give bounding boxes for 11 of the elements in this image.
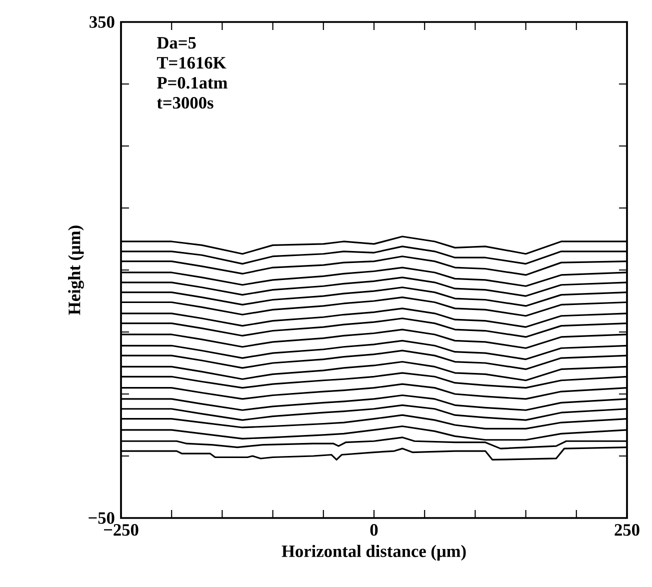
annotation: P=0.1atm [156,76,228,89]
annotation: Da=5 [157,37,196,49]
x-tick-label: −250 [104,524,138,536]
x-tick-label: 250 [614,524,640,536]
annotation: t=3000s [156,96,214,109]
y-tick-label: −50 [88,512,114,524]
x-axis-title: Horizontal distance (μm) [282,544,466,561]
annotation: T=1616K [156,57,226,69]
y-axis-title: Height (μm) [68,226,84,315]
y-tick-label: 350 [90,16,114,28]
x-tick-label: 0 [370,524,378,536]
